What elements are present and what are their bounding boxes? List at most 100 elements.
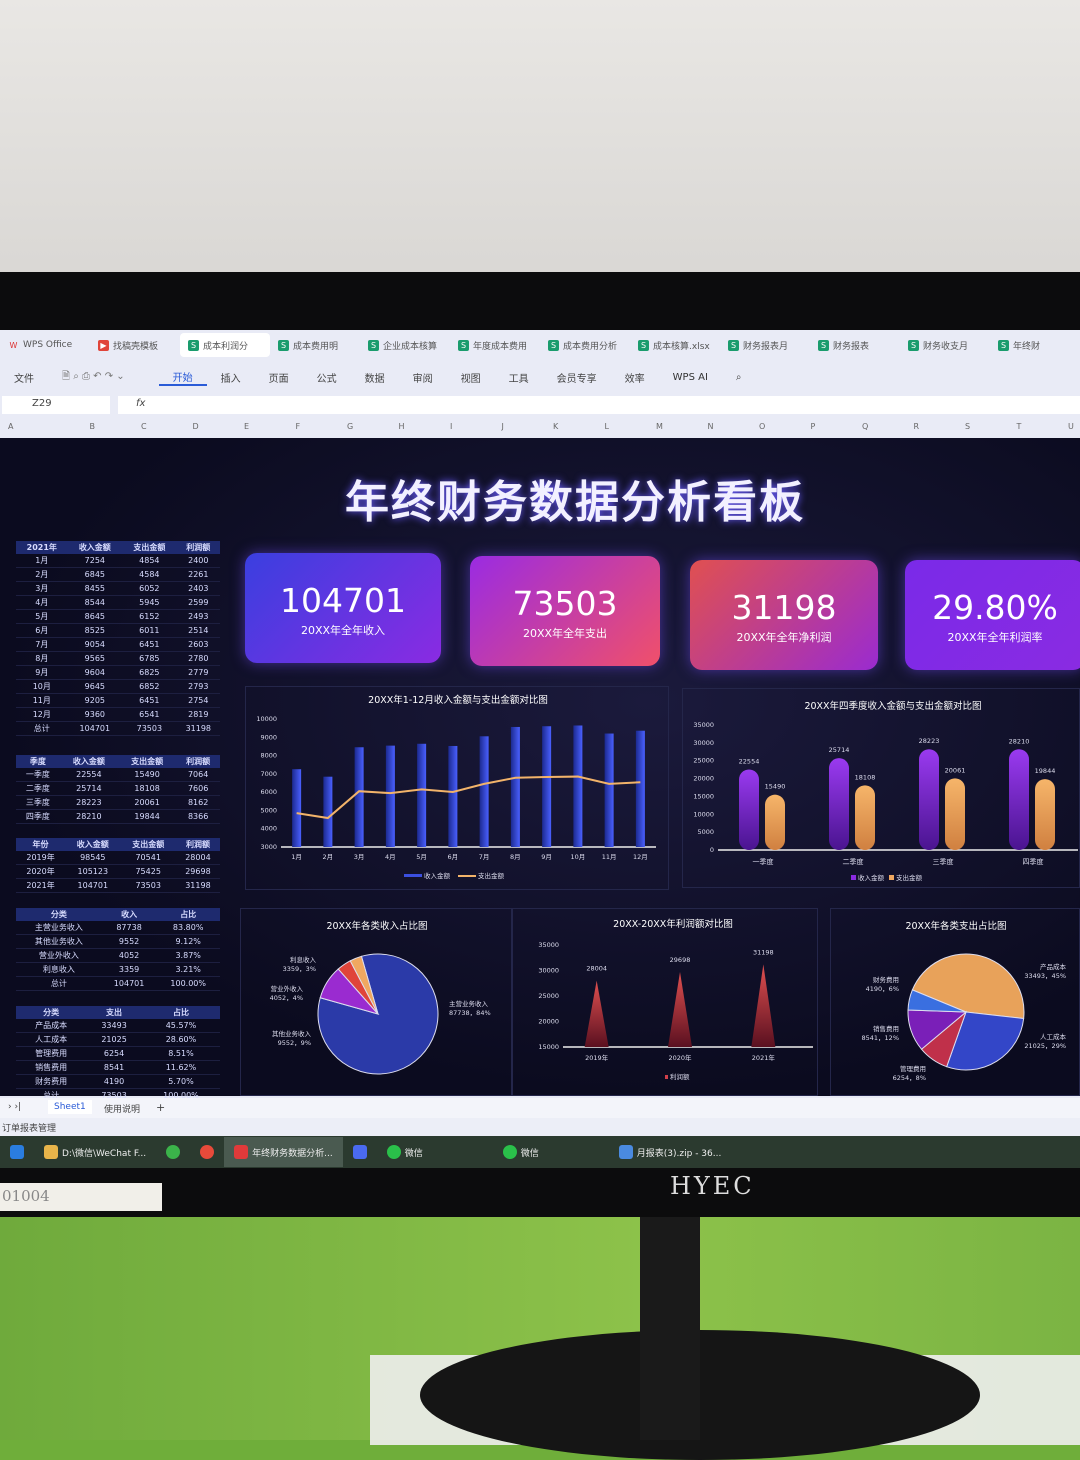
table-cell[interactable]: 9645 — [67, 679, 123, 695]
taskbar-item[interactable]: 年终财务数据分析... — [224, 1137, 343, 1167]
column-header[interactable]: C — [141, 422, 147, 431]
sheet-nav-icon[interactable]: › ›| — [8, 1102, 22, 1112]
table-cell[interactable]: 28223 — [59, 795, 118, 811]
table-cell[interactable]: 8455 — [67, 581, 123, 597]
doc-tab[interactable]: W WPS Office — [0, 333, 90, 357]
table-cell[interactable]: 104701 — [101, 976, 157, 992]
ribbon-tab[interactable]: 会员专享 — [556, 373, 597, 385]
column-header[interactable]: I — [450, 422, 453, 431]
table-cell[interactable]: 19844 — [117, 809, 177, 825]
taskbar-item[interactable] — [0, 1137, 34, 1167]
table-cell[interactable]: 总计 — [16, 721, 68, 737]
table-cell[interactable]: 100.00% — [156, 976, 220, 992]
doc-tab[interactable]: S 成本利润分 — [180, 333, 270, 357]
table-cell[interactable]: 产品成本 — [16, 1019, 87, 1034]
table-cell[interactable]: 10月 — [16, 679, 68, 695]
sheet-tab-sheet1[interactable]: Sheet1 — [48, 1100, 92, 1114]
table-cell[interactable]: 四季度 — [16, 809, 60, 825]
taskbar-item[interactable]: 月报表(3).zip - 36... — [609, 1137, 732, 1167]
table-cell[interactable]: 15490 — [117, 768, 177, 783]
table-cell[interactable]: 12月 — [16, 707, 68, 723]
table-cell[interactable]: 8366 — [176, 809, 220, 825]
table-cell[interactable]: 7月 — [16, 637, 68, 653]
table-cell[interactable]: 6月 — [16, 623, 68, 639]
table-cell[interactable]: 73503 — [122, 721, 177, 737]
table-cell[interactable]: 人工成本 — [16, 1032, 87, 1048]
doc-tab[interactable]: S 企业成本核算 — [360, 333, 450, 357]
table-cell[interactable]: 11.62% — [141, 1060, 220, 1076]
column-header[interactable]: D — [192, 422, 199, 431]
table-cell[interactable]: 2819 — [176, 707, 220, 723]
table-cell[interactable]: 28004 — [175, 851, 220, 866]
column-header[interactable]: R — [913, 422, 920, 431]
table-cell[interactable]: 70541 — [120, 851, 176, 866]
table-cell[interactable]: 8541 — [86, 1060, 142, 1076]
table-cell[interactable]: 一季度 — [16, 768, 60, 783]
table-cell[interactable]: 财务费用 — [16, 1074, 87, 1090]
table-cell[interactable]: 1月 — [16, 554, 68, 569]
table-cell[interactable]: 2月 — [16, 567, 68, 583]
table-cell[interactable]: 73503 — [120, 878, 176, 894]
doc-tab[interactable]: ▶ 找稿壳模板 — [90, 333, 180, 357]
taskbar-item[interactable]: 微信 — [493, 1137, 549, 1167]
table-cell[interactable]: 6011 — [122, 623, 177, 639]
table-cell[interactable]: 45.57% — [141, 1019, 220, 1034]
table-cell[interactable]: 2261 — [176, 567, 220, 583]
status-text[interactable]: 订单报表管理 — [2, 1124, 57, 1134]
table-cell[interactable]: 9.12% — [156, 934, 220, 950]
table-cell[interactable]: 6254 — [86, 1046, 142, 1062]
table-cell[interactable]: 8544 — [67, 595, 123, 611]
table-cell[interactable]: 7254 — [67, 554, 123, 569]
table-cell[interactable]: 8月 — [16, 651, 68, 667]
table-cell[interactable]: 5月 — [16, 609, 68, 625]
column-header[interactable]: L — [604, 422, 609, 431]
doc-tab[interactable]: S 成本核算.xlsx — [630, 333, 720, 357]
column-header[interactable]: Q — [862, 422, 869, 431]
column-header[interactable]: G — [347, 422, 354, 431]
table-cell[interactable]: 20061 — [117, 795, 177, 811]
doc-tab[interactable]: S 年度成本费用 — [450, 333, 540, 357]
doc-tab[interactable]: S 成本费用分析 — [540, 333, 630, 357]
ribbon-tab[interactable]: 开始 — [158, 369, 207, 386]
column-header[interactable]: T — [1016, 422, 1022, 431]
table-cell[interactable]: 4月 — [16, 595, 68, 611]
table-cell[interactable]: 33493 — [86, 1019, 142, 1034]
table-cell[interactable]: 22554 — [59, 768, 118, 783]
table-cell[interactable]: 8.51% — [141, 1046, 220, 1062]
table-cell[interactable]: 6825 — [122, 665, 177, 681]
table-cell[interactable]: 6152 — [122, 609, 177, 625]
table-cell[interactable]: 4584 — [122, 567, 177, 583]
table-cell[interactable]: 104701 — [67, 721, 123, 737]
column-header[interactable]: S — [965, 422, 971, 431]
column-header[interactable]: M — [656, 422, 663, 431]
table-cell[interactable]: 9054 — [67, 637, 123, 653]
table-cell[interactable]: 2493 — [176, 609, 220, 625]
table-cell[interactable]: 9604 — [67, 665, 123, 681]
table-cell[interactable]: 87738 — [101, 921, 157, 936]
table-cell[interactable]: 2599 — [176, 595, 220, 611]
taskbar-item[interactable] — [343, 1137, 377, 1167]
table-cell[interactable]: 管理费用 — [16, 1046, 87, 1062]
table-cell[interactable]: 其他业务收入 — [16, 934, 102, 950]
column-header[interactable]: P — [810, 422, 816, 431]
doc-tab[interactable]: S 成本费用明 — [270, 333, 360, 357]
table-cell[interactable]: 25714 — [59, 781, 118, 797]
table-cell[interactable]: 2780 — [176, 651, 220, 667]
table-cell[interactable]: 总计 — [16, 976, 102, 992]
ribbon-tab[interactable]: 数据 — [364, 373, 385, 385]
table-cell[interactable]: 2021年 — [16, 878, 66, 894]
table-cell[interactable]: 利息收入 — [16, 962, 102, 978]
doc-tab[interactable]: S 财务报表月 — [720, 333, 810, 357]
ribbon-tab[interactable]: 视图 — [460, 373, 481, 385]
table-cell[interactable]: 4052 — [101, 948, 157, 964]
quick-access-icons[interactable]: 🗎 ⌕ ⎙ ↶ ↷ ⌄ — [62, 370, 125, 382]
table-cell[interactable]: 2400 — [176, 554, 220, 569]
table-cell[interactable]: 2403 — [176, 581, 220, 597]
table-cell[interactable]: 4854 — [122, 554, 177, 569]
table-cell[interactable]: 9205 — [67, 693, 123, 709]
table-cell[interactable]: 4190 — [86, 1074, 142, 1090]
column-header[interactable]: E — [244, 422, 250, 431]
table-cell[interactable]: 11月 — [16, 693, 68, 709]
table-cell[interactable]: 3.87% — [156, 948, 220, 964]
table-cell[interactable]: 98545 — [65, 851, 121, 866]
